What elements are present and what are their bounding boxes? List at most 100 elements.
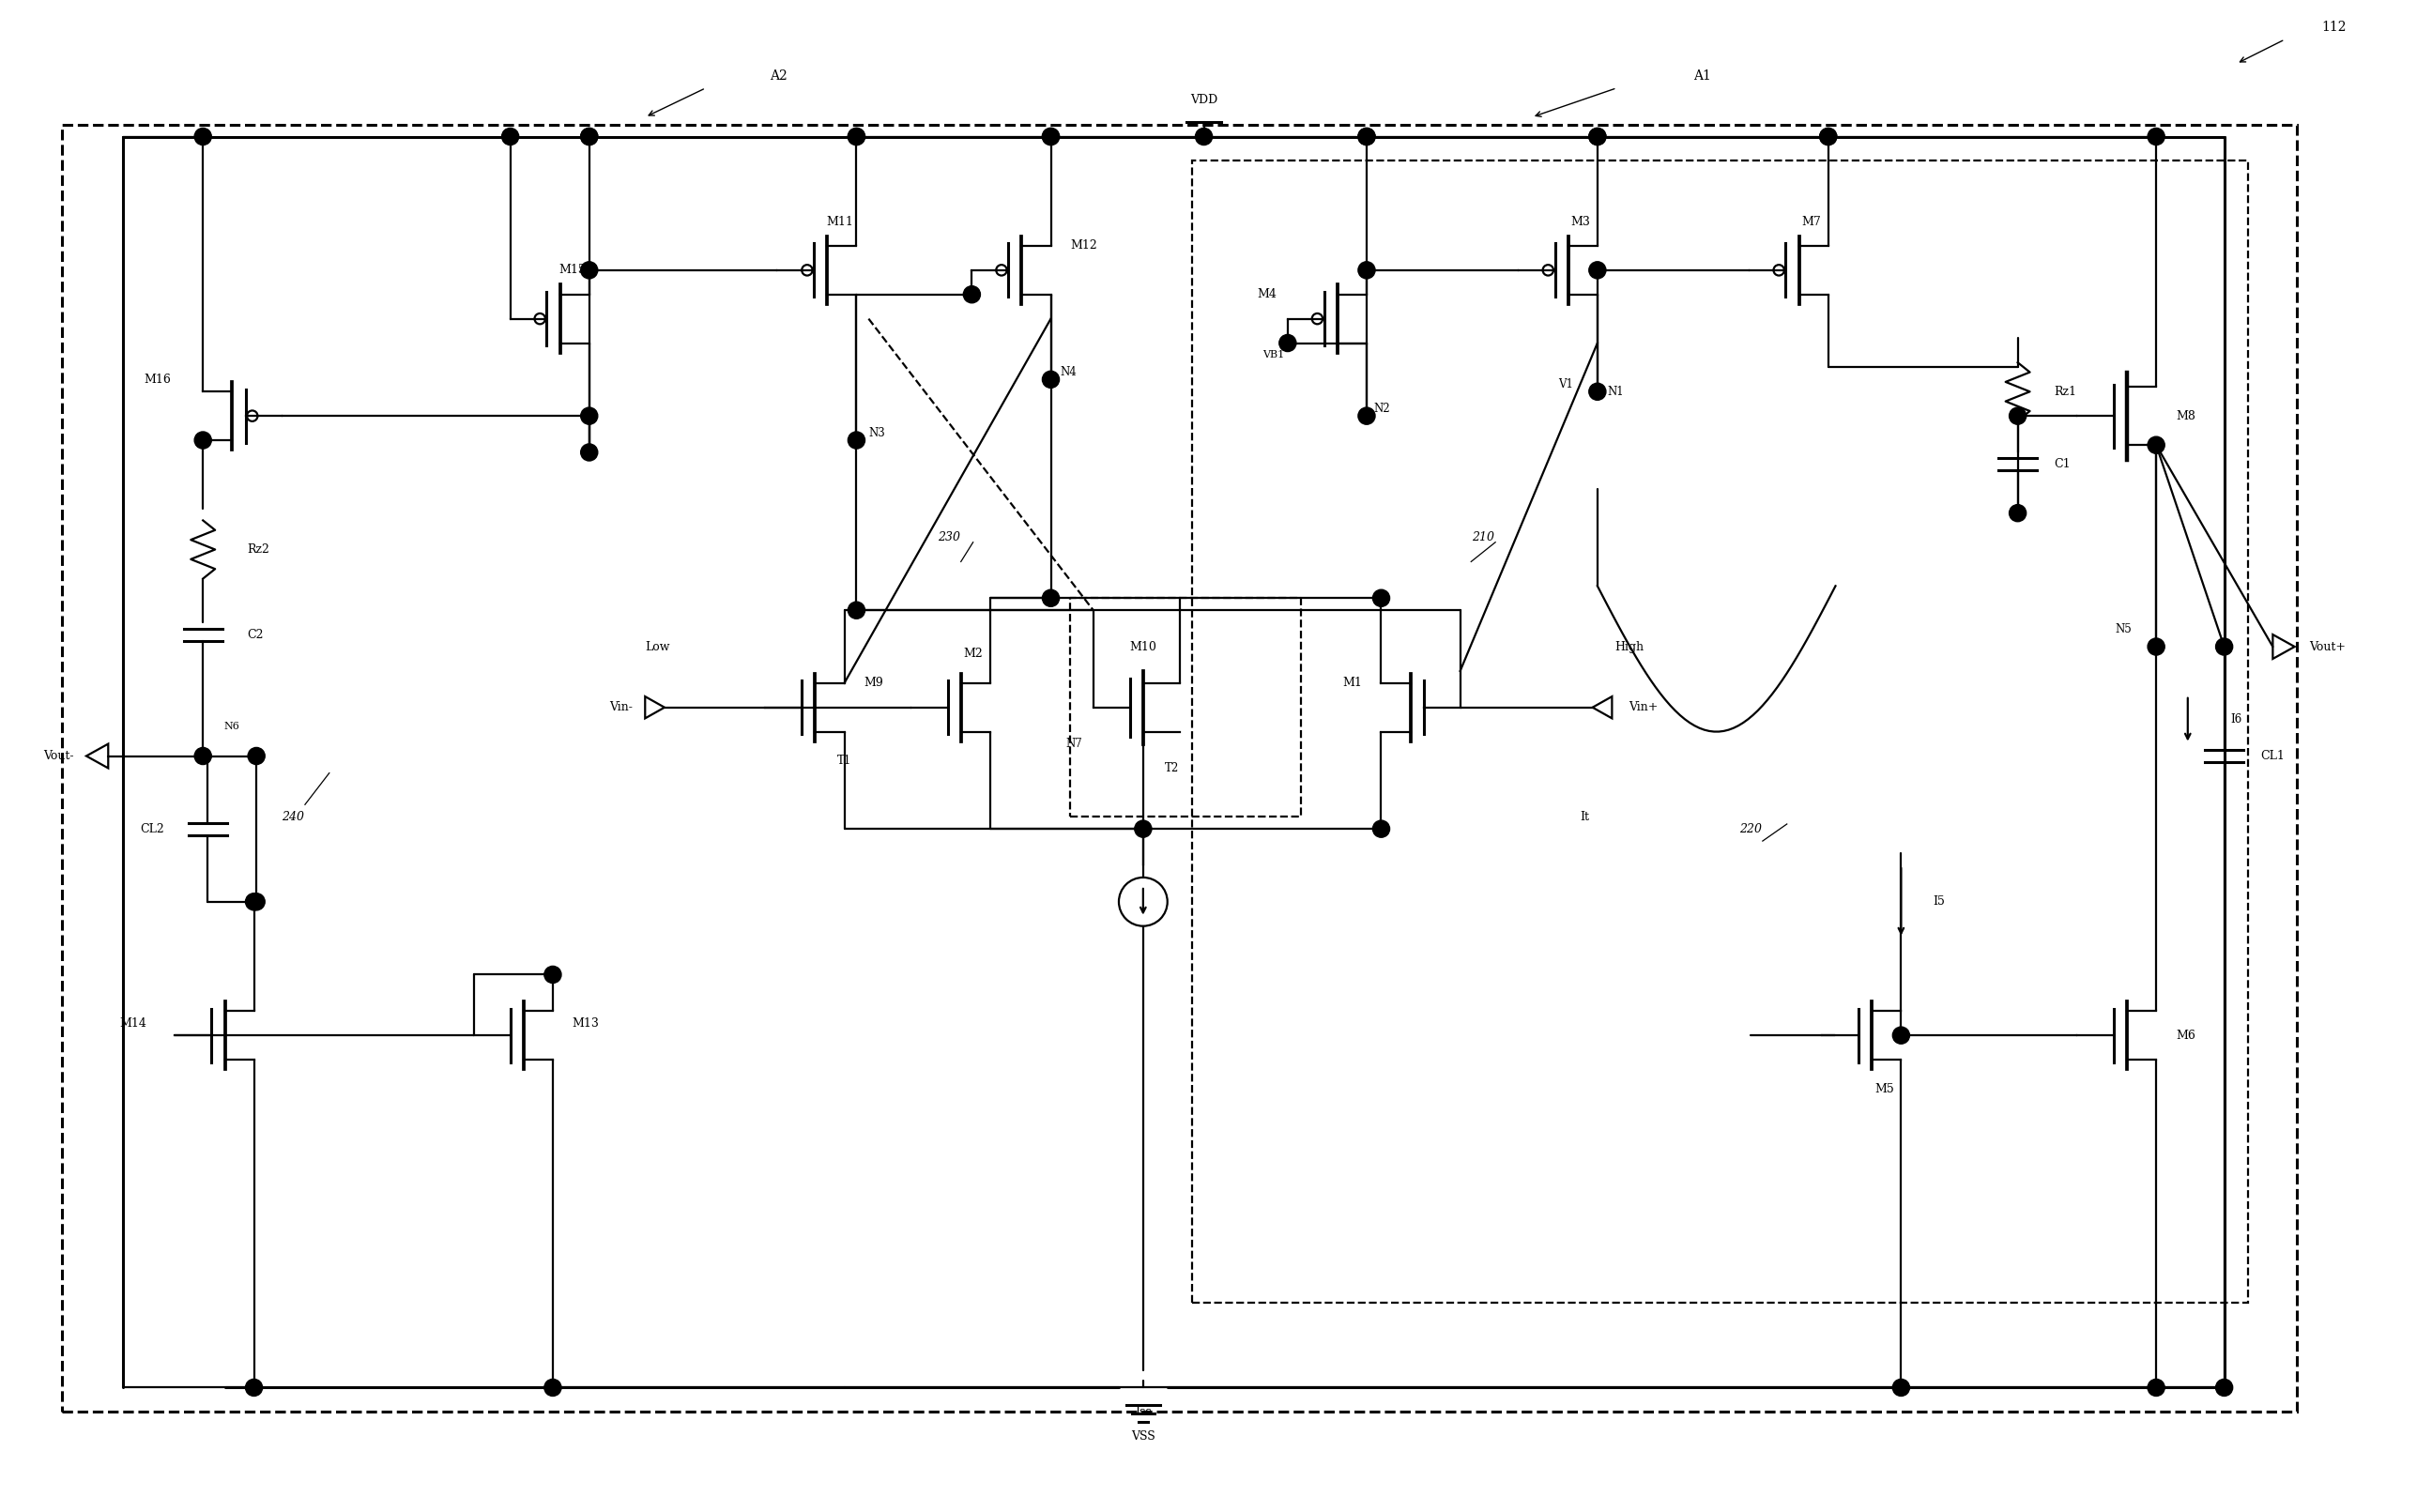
Circle shape <box>1136 821 1153 838</box>
Circle shape <box>581 262 598 278</box>
Text: 240: 240 <box>282 810 304 823</box>
Text: M13: M13 <box>572 1018 598 1030</box>
Text: N7: N7 <box>1065 738 1082 750</box>
Circle shape <box>545 966 562 983</box>
Text: VDD: VDD <box>1189 94 1218 106</box>
Text: M5: M5 <box>1875 1083 1895 1095</box>
Text: M14: M14 <box>119 1018 146 1030</box>
Circle shape <box>1043 370 1060 389</box>
Circle shape <box>2216 1379 2233 1396</box>
Circle shape <box>1892 1027 1909 1043</box>
Text: Vout+: Vout+ <box>2310 641 2347 653</box>
Circle shape <box>2009 407 2026 425</box>
Circle shape <box>581 129 598 145</box>
Text: Vin+: Vin+ <box>1629 702 1659 714</box>
Circle shape <box>581 445 598 461</box>
Circle shape <box>195 432 212 449</box>
Circle shape <box>2147 437 2164 454</box>
Text: M11: M11 <box>827 216 854 228</box>
Circle shape <box>1197 129 1214 145</box>
Circle shape <box>849 602 866 618</box>
Text: M12: M12 <box>1070 240 1097 253</box>
Text: N5: N5 <box>2116 623 2133 635</box>
Text: M15: M15 <box>559 265 586 277</box>
Text: M4: M4 <box>1257 289 1277 301</box>
Circle shape <box>1819 129 1836 145</box>
Circle shape <box>246 894 263 910</box>
Text: 112: 112 <box>2320 21 2347 33</box>
Text: Vin-: Vin- <box>610 702 632 714</box>
Circle shape <box>1372 821 1389 838</box>
Circle shape <box>1357 407 1374 425</box>
Text: 220: 220 <box>1739 823 1761 835</box>
Text: Rz1: Rz1 <box>2055 386 2077 398</box>
Circle shape <box>1043 590 1060 606</box>
Circle shape <box>1357 262 1374 278</box>
Circle shape <box>2147 129 2164 145</box>
Text: VB1: VB1 <box>1262 351 1284 360</box>
Text: N6: N6 <box>224 723 241 732</box>
Text: Vout-: Vout- <box>44 750 75 762</box>
Circle shape <box>195 747 212 765</box>
Circle shape <box>849 129 866 145</box>
Circle shape <box>1588 129 1605 145</box>
Text: M1: M1 <box>1342 677 1362 689</box>
Text: N4: N4 <box>1060 366 1077 378</box>
Circle shape <box>2147 638 2164 655</box>
Circle shape <box>1892 1379 1909 1396</box>
Text: N1: N1 <box>1608 386 1625 398</box>
Circle shape <box>2147 1379 2164 1396</box>
Text: 230: 230 <box>936 531 961 543</box>
Circle shape <box>1588 129 1605 145</box>
Circle shape <box>1043 129 1060 145</box>
Bar <box>63 124 2298 1412</box>
Text: M3: M3 <box>1571 216 1591 228</box>
Text: Rz2: Rz2 <box>246 543 270 555</box>
Circle shape <box>581 129 598 145</box>
Text: M2: M2 <box>963 647 983 661</box>
Circle shape <box>1279 334 1296 352</box>
Text: CL2: CL2 <box>141 823 163 835</box>
Circle shape <box>248 747 265 765</box>
Text: M16: M16 <box>143 373 170 386</box>
Text: Iss: Iss <box>1136 1406 1150 1418</box>
Circle shape <box>849 129 866 145</box>
Text: M9: M9 <box>863 677 883 689</box>
Text: A1: A1 <box>1693 70 1710 82</box>
Circle shape <box>849 432 866 449</box>
Text: T2: T2 <box>1165 762 1180 774</box>
Text: 210: 210 <box>1471 531 1496 543</box>
Circle shape <box>1588 383 1605 401</box>
Circle shape <box>195 129 212 145</box>
Text: N3: N3 <box>868 426 885 438</box>
Circle shape <box>1372 590 1389 606</box>
Text: High: High <box>1615 641 1644 653</box>
Circle shape <box>1357 129 1374 145</box>
Text: A2: A2 <box>771 70 788 82</box>
Text: VSS: VSS <box>1131 1430 1155 1442</box>
Circle shape <box>581 407 598 425</box>
Text: T1: T1 <box>837 754 851 767</box>
Text: I6: I6 <box>2230 714 2242 726</box>
Text: C2: C2 <box>246 629 263 641</box>
Text: M6: M6 <box>2177 1030 2196 1042</box>
Text: I5: I5 <box>1933 895 1946 907</box>
Circle shape <box>2216 638 2233 655</box>
Text: CL1: CL1 <box>2262 750 2286 762</box>
Circle shape <box>1588 262 1605 278</box>
Circle shape <box>246 1379 263 1396</box>
Circle shape <box>1043 129 1060 145</box>
Circle shape <box>2009 505 2026 522</box>
Text: M10: M10 <box>1128 641 1158 653</box>
Text: Low: Low <box>644 641 669 653</box>
Text: M7: M7 <box>1802 216 1822 228</box>
Bar <box>1192 160 2250 1302</box>
Text: V1: V1 <box>1559 378 1574 390</box>
Text: N2: N2 <box>1374 402 1391 414</box>
Circle shape <box>248 894 265 910</box>
Circle shape <box>545 1379 562 1396</box>
Circle shape <box>963 286 980 302</box>
Circle shape <box>1819 129 1836 145</box>
Text: C1: C1 <box>2055 458 2070 470</box>
Circle shape <box>501 129 518 145</box>
